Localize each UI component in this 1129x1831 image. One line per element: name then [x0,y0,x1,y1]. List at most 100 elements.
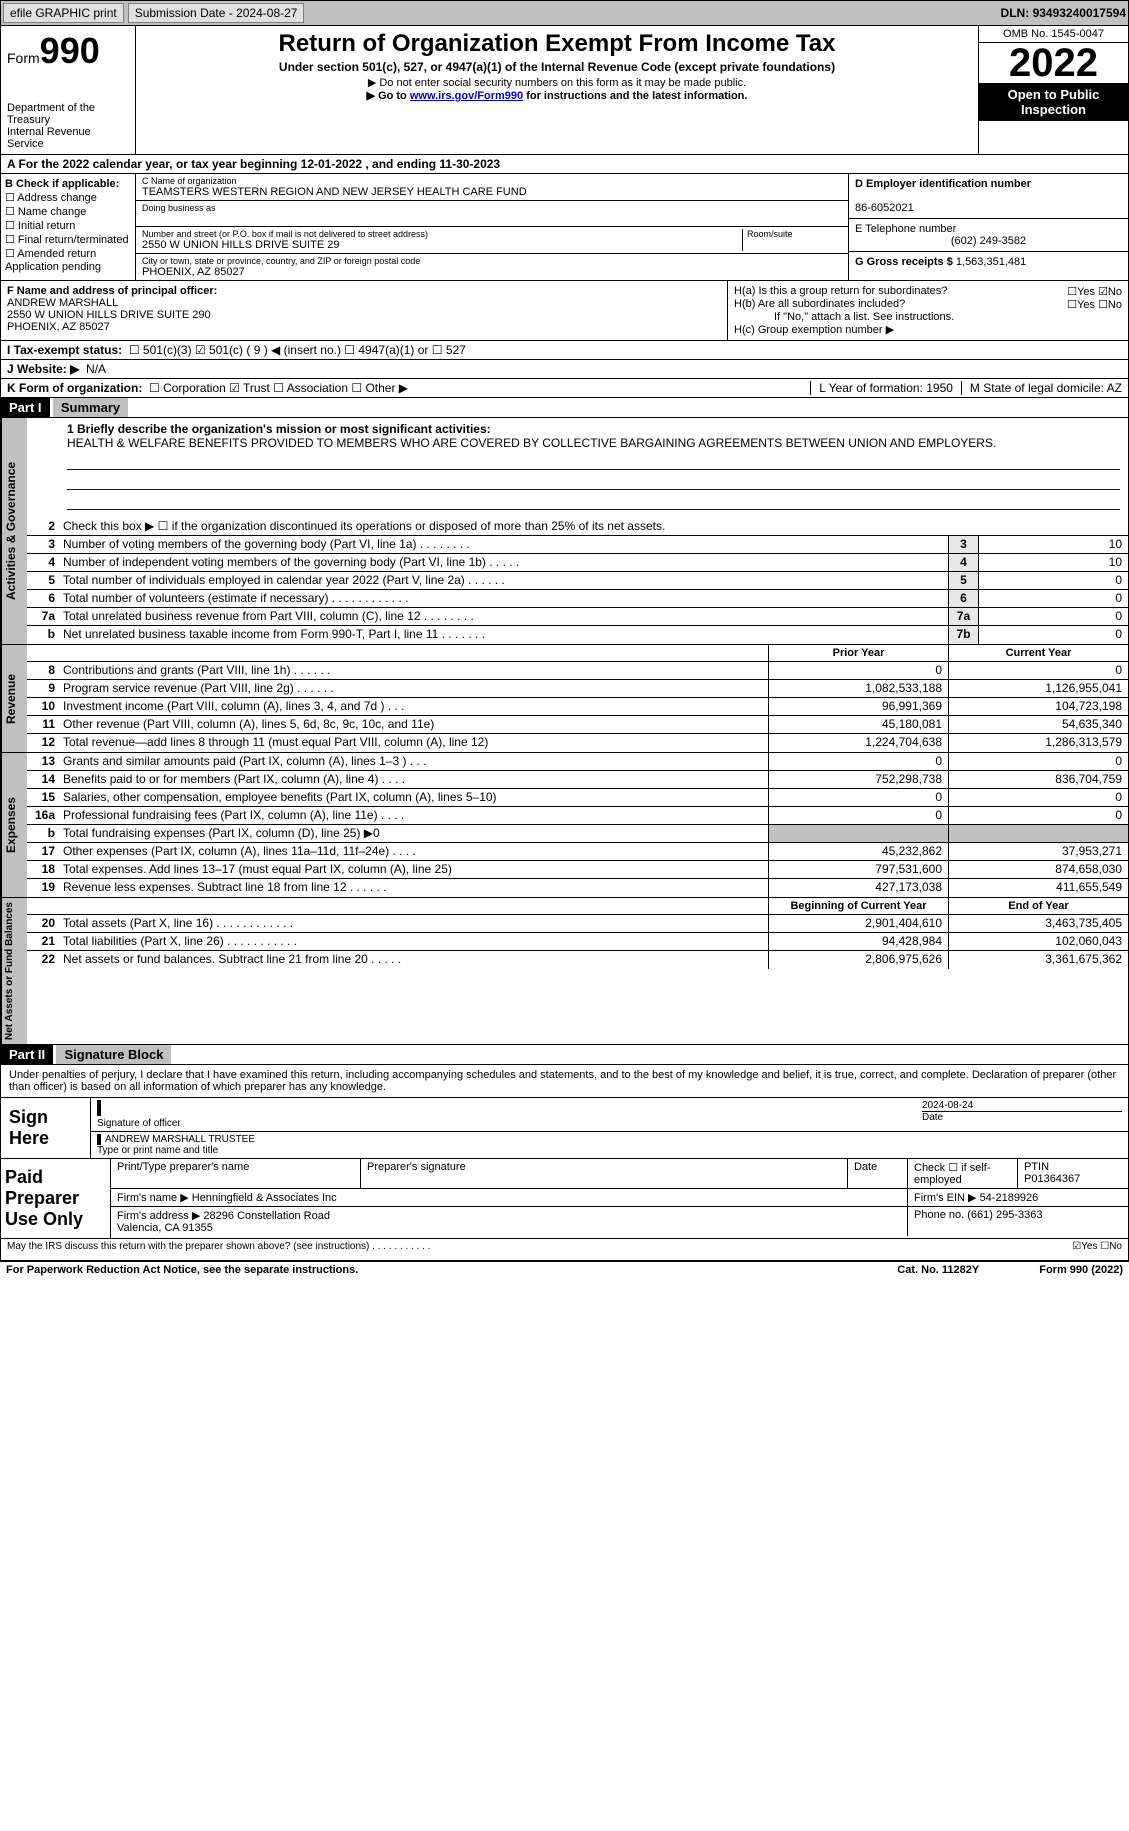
may-discuss-label: May the IRS discuss this return with the… [7,1241,1072,1258]
line-b-desc: Net unrelated business taxable income fr… [59,626,948,644]
phone-label: E Telephone number [855,223,956,235]
line-7a-desc: Total unrelated business revenue from Pa… [59,608,948,625]
line-6-val: 0 [978,590,1128,607]
line-19-current: 411,655,549 [948,879,1128,897]
perjury-declaration: Under penalties of perjury, I declare th… [1,1065,1128,1097]
chk-address-change[interactable]: ☐ Address change [5,191,131,204]
line-b-val: 0 [978,626,1128,644]
form-number: 990 [40,30,100,71]
line-22-prior: 2,806,975,626 [768,951,948,969]
page-footer: For Paperwork Reduction Act Notice, see … [0,1261,1129,1278]
form-subtitle-1: Under section 501(c), 527, or 4947(a)(1)… [140,60,974,74]
line-21-current: 102,060,043 [948,933,1128,950]
prep-self-employed[interactable]: Check ☐ if self-employed [908,1159,1018,1188]
website-value: N/A [86,362,106,376]
col-current-year: Current Year [948,645,1128,661]
line-17-prior: 45,232,862 [768,843,948,860]
line-6-desc: Total number of volunteers (estimate if … [59,590,948,607]
line-22-current: 3,361,675,362 [948,951,1128,969]
line-10-desc: Investment income (Part VIII, column (A)… [59,698,768,715]
tab-expenses: Expenses [1,753,27,897]
tax-exempt-opts[interactable]: ☐ 501(c)(3) ☑ 501(c) ( 9 ) ◀ (insert no.… [129,343,466,357]
firm-addr-label: Firm's address ▶ [117,1210,200,1222]
dln-value: 93493240017594 [1033,6,1126,20]
firm-ein-label: Firm's EIN ▶ [914,1192,977,1204]
hb-yesno[interactable]: ☐Yes ☐No [1067,298,1122,311]
sig-date-value: 2024-08-24 [922,1100,1122,1111]
line-10-current: 104,723,198 [948,698,1128,715]
line1-label: 1 Briefly describe the organization's mi… [67,422,491,436]
efile-button[interactable]: efile GRAPHIC print [3,3,124,23]
chk-initial-return[interactable]: ☐ Initial return [5,219,131,232]
chk-name-change[interactable]: ☐ Name change [5,205,131,218]
line-14-prior: 752,298,738 [768,771,948,788]
hb-note: If "No," attach a list. See instructions… [734,311,1122,323]
line-8-prior: 0 [768,662,948,679]
line-14-current: 836,704,759 [948,771,1128,788]
section-bcdeg: B Check if applicable: ☐ Address change … [0,174,1129,281]
line-11-prior: 45,180,081 [768,716,948,733]
prep-sig-label: Preparer's signature [361,1159,848,1188]
line-20-prior: 2,901,404,610 [768,915,948,932]
row-k: K Form of organization: ☐ Corporation ☑ … [0,379,1129,398]
firm-name-label: Firm's name ▶ [117,1192,189,1204]
col-begin-year: Beginning of Current Year [768,898,948,914]
chk-application-pending[interactable]: Application pending [5,261,131,273]
line-4-num: 4 [948,554,978,571]
prep-name-label: Print/Type preparer's name [111,1159,361,1188]
summary-governance: Activities & Governance 1 Briefly descri… [0,418,1129,645]
tab-netassets: Net Assets or Fund Balances [1,898,27,1044]
col-b-header: B Check if applicable: [5,178,119,190]
ptin-label: PTIN [1024,1161,1049,1173]
line-7a-num: 7a [948,608,978,625]
ein-label: D Employer identification number [855,178,1031,190]
city-label: City or town, state or province, country… [142,256,842,266]
line-18-prior: 797,531,600 [768,861,948,878]
dba-label: Doing business as [142,203,842,213]
line-16a-desc: Professional fundraising fees (Part IX, … [59,807,768,824]
line-21-prior: 94,428,984 [768,933,948,950]
line-16a-current: 0 [948,807,1128,824]
officer-label: F Name and address of principal officer: [7,285,217,297]
org-name: TEAMSTERS WESTERN REGION AND NEW JERSEY … [142,186,842,198]
chk-final-return[interactable]: ☐ Final return/terminated [5,233,131,246]
sig-officer-label: Signature of officer [97,1118,181,1129]
line-b-prior [768,825,948,842]
ein-value: 86-6052021 [855,202,914,214]
city-value: PHOENIX, AZ 85027 [142,266,842,278]
signature-block: Under penalties of perjury, I declare th… [0,1065,1129,1261]
ptin-value: P01364367 [1024,1173,1080,1185]
goto-post: for instructions and the latest informat… [523,90,747,102]
line-b-desc: Total fundraising expenses (Part IX, col… [59,825,768,842]
line-7a-val: 0 [978,608,1128,625]
footer-left: For Paperwork Reduction Act Notice, see … [6,1264,358,1276]
dept-treasury: Department of the Treasury Internal Reve… [7,102,129,150]
form-org-opts[interactable]: ☐ Corporation ☑ Trust ☐ Association ☐ Ot… [149,381,408,395]
line-4-val: 10 [978,554,1128,571]
street-label: Number and street (or P.O. box if mail i… [142,229,742,239]
part1-title: Summary [53,398,128,417]
row-a-calendar-year: A For the 2022 calendar year, or tax yea… [0,155,1129,174]
line1-text: HEALTH & WELFARE BENEFITS PROVIDED TO ME… [67,436,996,450]
irs-link[interactable]: www.irs.gov/Form990 [410,90,523,102]
tab-revenue: Revenue [1,645,27,752]
form-org-label: K Form of organization: [7,381,142,395]
sig-date-label: Date [922,1111,1122,1123]
ha-yesno[interactable]: ☐Yes ☑No [1067,285,1122,298]
line-8-desc: Contributions and grants (Part VIII, lin… [59,662,768,679]
dln-label: DLN: [1001,6,1030,20]
line-11-desc: Other revenue (Part VIII, column (A), li… [59,716,768,733]
chk-amended[interactable]: ☐ Amended return [5,247,131,260]
line-5-num: 5 [948,572,978,589]
line-6-num: 6 [948,590,978,607]
line-3-val: 10 [978,536,1128,553]
footer-cat: Cat. No. 11282Y [897,1264,979,1276]
hb-label: H(b) Are all subordinates included? [734,298,1067,311]
firm-name: Henningfield & Associates Inc [192,1192,337,1204]
line-10-prior: 96,991,369 [768,698,948,715]
summary-netassets: Net Assets or Fund Balances Beginning of… [0,898,1129,1045]
line2-text: Check this box ▶ ☐ if the organization d… [59,518,1128,535]
may-discuss-yesno[interactable]: ☑Yes ☐No [1072,1241,1122,1258]
part2-title: Signature Block [56,1045,171,1064]
printed-label: Type or print name and title [97,1145,218,1156]
